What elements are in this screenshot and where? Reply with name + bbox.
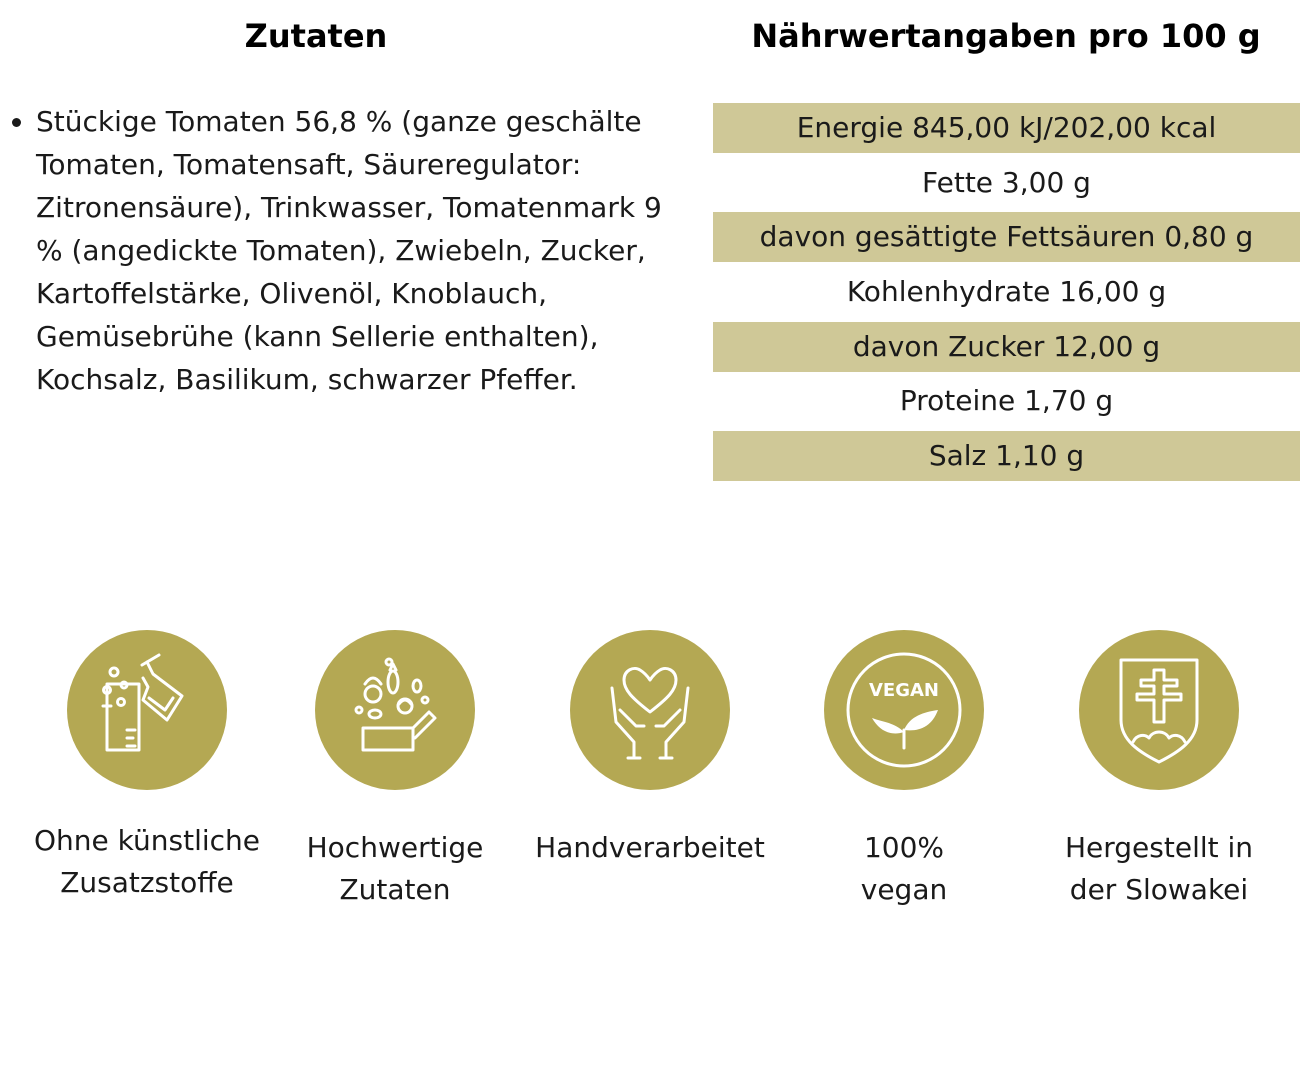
badge-handcrafted: Handverarbeitet <box>520 630 780 864</box>
nutrition-heading: Nährwertangaben pro 100 g <box>751 17 1261 55</box>
badge-circle <box>570 630 730 790</box>
ingredients-list: Stückige Tomaten 56,8 % (ganze geschälte… <box>0 100 690 401</box>
badge-made-in-slovakia: Hergestellt in der Slowakei <box>1029 630 1289 906</box>
badge-no-additives: Ohne künstliche Zusatzstoffe <box>17 630 277 899</box>
nutrition-row-fat: Fette 3,00 g <box>922 165 1091 199</box>
nutrition-row-protein: Proteine 1,70 g <box>899 384 1114 418</box>
badge-caption: Hergestellt in der Slowakei <box>1064 831 1254 906</box>
badge-vegan: VEGAN 100% vegan <box>774 630 1034 906</box>
badge-caption: Hochwertige Zutaten <box>306 831 484 906</box>
nutrition-row-sugar: davon Zucker 12,00 g <box>713 321 1300 372</box>
badge-circle <box>67 630 227 790</box>
vegan-icon-text: VEGAN <box>869 680 939 701</box>
badge-caption: Ohne künstliche Zusatzstoffe <box>34 824 260 899</box>
badge-caption: Handverarbeitet <box>535 831 765 864</box>
slovak-emblem-icon <box>1119 658 1199 764</box>
badge-circle: VEGAN <box>824 630 984 790</box>
heart-hands-icon <box>610 666 690 760</box>
ingredients-text: Stückige Tomaten 56,8 % (ganze geschälte… <box>36 100 690 401</box>
badge-quality-ingredients: Hochwertige Zutaten <box>265 630 525 906</box>
badge-circle <box>315 630 475 790</box>
badge-circle <box>1079 630 1239 790</box>
nutrition-row-salt: Salz 1,10 g <box>713 431 1300 482</box>
badge-caption: 100% vegan <box>860 831 948 906</box>
vegan-leaf-icon: VEGAN <box>846 652 962 768</box>
nutrition-row-energy: Energie 845,00 kJ/202,00 kcal <box>713 103 1300 153</box>
lab-flask-icon <box>101 653 184 752</box>
ingredients-heading: Zutaten <box>244 17 388 55</box>
nutrition-table: Energie 845,00 kJ/202,00 kcal Fette 3,00… <box>713 103 1300 486</box>
nutrition-row-saturated-fat: davon gesättigte Fettsäuren 0,80 g <box>713 212 1300 263</box>
nutrition-row-carbohydrates: Kohlenhydrate 16,00 g <box>846 275 1167 309</box>
vegetables-box-icon <box>354 657 437 752</box>
